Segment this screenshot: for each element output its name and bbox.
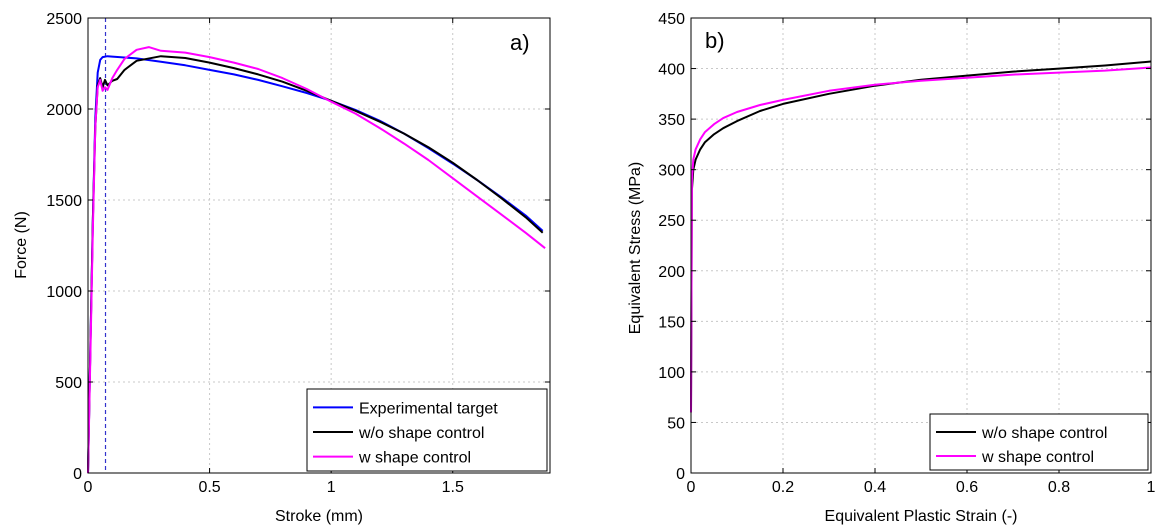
y-tick-label: 50 <box>667 415 685 432</box>
x-tick-label: 0.8 <box>1048 479 1070 496</box>
y-tick-label: 1000 <box>46 284 82 301</box>
x-axis-label-b: Equivalent Plastic Strain (-) <box>825 508 1018 525</box>
y-tick-label: 300 <box>658 163 685 180</box>
ticks-a: 0 0.5 1 1.5 0 500 1000 1500 2000 2500 <box>46 11 550 496</box>
x-tick-label: 0.6 <box>956 479 978 496</box>
legend-label: w/o shape control <box>358 425 484 442</box>
x-tick-label: 0 <box>687 479 696 496</box>
legend-label: w/o shape control <box>981 425 1107 442</box>
y-tick-label: 0 <box>676 466 685 483</box>
grid-b <box>691 18 1151 473</box>
panel-label-b: b) <box>705 28 725 53</box>
x-tick-label: 1 <box>327 479 336 496</box>
series-line-w-shape-control <box>87 46 546 474</box>
legend-label: w shape control <box>358 450 471 467</box>
series-line-w-o-shape-control <box>690 60 1152 413</box>
x-tick-label: 0.2 <box>772 479 794 496</box>
series-group-a <box>87 46 546 474</box>
plot-frame-b <box>690 17 1152 474</box>
legend-b: w/o shape control w shape control <box>929 413 1149 471</box>
y-tick-label: 250 <box>658 213 685 230</box>
y-tick-label: 200 <box>658 264 685 281</box>
x-tick-label: 1.5 <box>442 479 464 496</box>
y-axis-label-b: Equivalent Stress (MPa) <box>627 162 644 335</box>
x-tick-label: 0.4 <box>864 479 886 496</box>
x-tick-label: 0.5 <box>198 479 220 496</box>
plot-frame-a <box>87 17 551 474</box>
panel-label-a: a) <box>510 30 530 55</box>
x-axis-label-a: Stroke (mm) <box>275 508 363 525</box>
chart-panel-b: 0 0.2 0.4 0.6 0.8 1 0 50 100 150 200 250 300 350 400 45… <box>627 11 1156 525</box>
y-axis-label-a: Force (N) <box>13 211 30 279</box>
x-tick-label: 1 <box>1147 479 1156 496</box>
y-tick-label: 0 <box>73 466 82 483</box>
y-tick-label: 100 <box>658 365 685 382</box>
plot-area-b <box>691 18 1151 473</box>
series-group-b <box>690 60 1152 413</box>
x-tick-label: 0 <box>84 479 93 496</box>
legend-box <box>929 413 1149 471</box>
y-tick-label: 450 <box>658 11 685 28</box>
series-line-w-shape-control <box>690 66 1152 413</box>
y-tick-label: 2500 <box>46 11 82 28</box>
y-tick-label: 350 <box>658 112 685 129</box>
y-tick-label: 2000 <box>46 102 82 119</box>
y-tick-label: 400 <box>658 62 685 79</box>
y-tick-label: 500 <box>55 375 82 392</box>
legend-label: w shape control <box>981 449 1094 466</box>
legend-a: Experimental target w/o shape control w sh… <box>306 388 548 472</box>
legend-label: Experimental target <box>359 400 498 417</box>
y-tick-label: 1500 <box>46 193 82 210</box>
grid-a <box>88 18 550 473</box>
chart-panel-a: 0 0.5 1 1.5 0 500 1000 1500 2000 2500 a) Stroke (… <box>13 11 551 525</box>
ticks-b: 0 0.2 0.4 0.6 0.8 1 0 50 100 150 200 250 300 350 400 45… <box>658 11 1155 496</box>
y-tick-label: 150 <box>658 314 685 331</box>
